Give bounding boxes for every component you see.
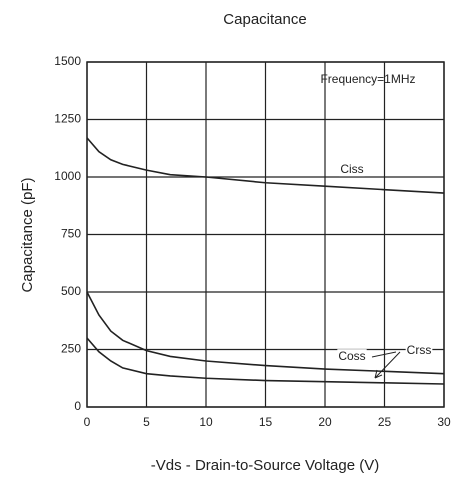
y-tick-label: 500 xyxy=(61,284,81,298)
series-label: Ciss xyxy=(340,162,363,176)
x-axis-label: -Vds - Drain-to-Source Voltage (V) xyxy=(151,457,379,474)
x-tick-label: 10 xyxy=(199,415,213,429)
x-tick-label: 15 xyxy=(259,415,273,429)
series-line xyxy=(86,291,445,375)
y-tick-label: 0 xyxy=(74,399,81,413)
series-label: Crss xyxy=(407,343,432,357)
label-bg xyxy=(339,162,365,177)
x-tick-label: 20 xyxy=(318,415,332,429)
y-tick-label: 250 xyxy=(61,342,81,356)
annotation: Frequency=1MHz xyxy=(320,72,415,86)
leader-line xyxy=(372,172,444,175)
x-tick-label: 0 xyxy=(84,415,91,429)
series-label: Coss xyxy=(338,349,365,363)
label-bg xyxy=(337,349,367,364)
y-tick-label: 1250 xyxy=(54,112,81,126)
series-line xyxy=(86,337,445,385)
y-tick-label: 1500 xyxy=(54,54,81,68)
y-axis-label: Capacitance (pF) xyxy=(19,177,36,292)
y-tick-label: 750 xyxy=(61,227,81,241)
chart-title: Capacitance xyxy=(223,11,306,28)
y-tick-label: 1000 xyxy=(54,169,81,183)
x-tick-label: 30 xyxy=(437,415,451,429)
plot-frame xyxy=(86,61,445,408)
label-bg xyxy=(405,343,433,358)
x-tick-label: 5 xyxy=(143,415,150,429)
x-tick-label: 25 xyxy=(378,415,392,429)
series-line xyxy=(86,137,445,194)
